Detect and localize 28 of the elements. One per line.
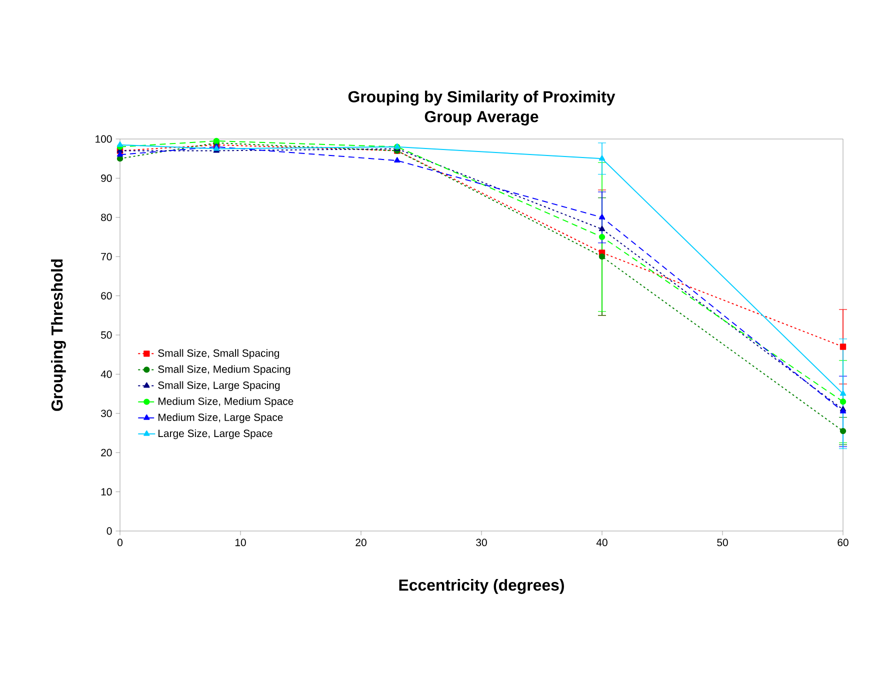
x-tick-label: 60: [838, 538, 848, 546]
y-tick-label: 70: [101, 252, 112, 260]
y-tick-label: 10: [101, 488, 112, 496]
legend-label: Medium Size, Medium Space: [158, 397, 294, 408]
y-tick-label: 30: [100, 410, 112, 418]
x-tick-label: 40: [596, 538, 608, 546]
x-tick-label: 10: [235, 538, 246, 546]
y-tick-label: 0: [106, 527, 112, 535]
y-tick-label: 20: [101, 448, 112, 456]
y-tick-label: 40: [100, 370, 112, 378]
x-tick-label: 20: [356, 538, 366, 546]
legend-label: Small Size, Large Spacing: [158, 381, 280, 391]
legend-label: Small Size, Small Spacing: [158, 349, 280, 359]
y-tick-label: 80: [101, 214, 112, 222]
y-axis-title: Grouping Threshold: [51, 259, 66, 411]
x-tick-label: 30: [476, 538, 487, 546]
legend-label: Medium Size, Large Space: [158, 413, 283, 424]
y-tick-label: 50: [101, 331, 112, 339]
x-tick-label: 50: [717, 538, 728, 546]
chart-title: Grouping by Similarity of Proximity: [348, 90, 616, 106]
y-tick-label: 100: [96, 135, 112, 143]
y-tick-label: 60: [101, 292, 112, 300]
chart-subtitle: Group Average: [424, 110, 538, 126]
legend-label: Large Size, Large Space: [158, 429, 272, 440]
x-axis-title: Eccentricity (degrees): [399, 579, 564, 594]
y-tick-label: 90: [101, 174, 112, 182]
legend-label: Small Size, Medium Spacing: [158, 365, 290, 375]
x-tick-label: 0: [118, 538, 122, 546]
